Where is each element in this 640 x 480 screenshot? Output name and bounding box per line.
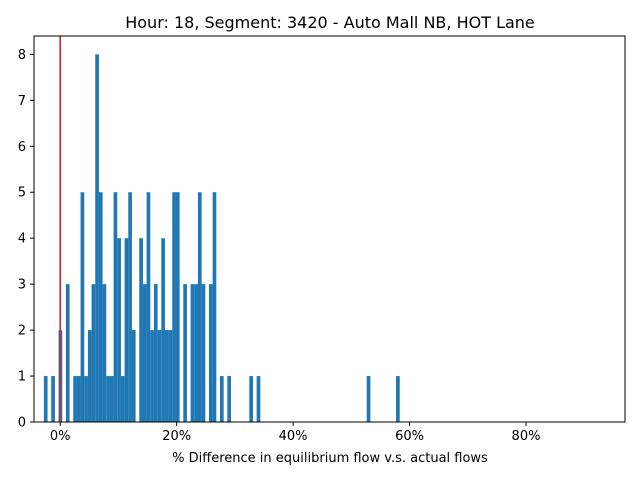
histogram-bar: [190, 284, 195, 422]
histogram-bar: [197, 192, 202, 422]
y-axis-ticks: 0 1 2 3 4 5 6 7 8: [18, 48, 34, 431]
chart-title: Hour: 18, Segment: 3420 - Auto Mall NB, …: [125, 13, 535, 32]
histogram-bar: [212, 192, 217, 422]
plot-frame: [33, 35, 626, 423]
histogram-bar: [150, 330, 154, 422]
histogram-bar: [98, 192, 103, 422]
histogram-bar: [396, 376, 400, 422]
histogram-bar: [113, 192, 118, 422]
histogram-bar: [117, 238, 121, 422]
histogram-bar: [168, 330, 173, 422]
x-tick-label: 60%: [395, 429, 424, 444]
histogram-bar: [80, 192, 85, 422]
x-tick-label: 0%: [50, 429, 71, 444]
x-axis-label: % Difference in equilibrium flow v.s. ac…: [172, 451, 488, 466]
histogram-bar: [131, 330, 136, 422]
histogram-bar: [87, 330, 92, 422]
histogram-bar: [124, 238, 129, 422]
histogram-bar: [91, 284, 96, 422]
histogram-bar: [120, 376, 125, 422]
x-tick-label: 40%: [279, 429, 308, 444]
histogram-bar: [175, 192, 180, 422]
histogram-bar: [208, 284, 213, 422]
histogram-bar: [43, 376, 48, 422]
y-tick-label: 5: [18, 186, 26, 201]
y-tick-label: 6: [18, 140, 26, 155]
histogram-bar: [194, 284, 198, 422]
histogram-bar: [128, 192, 132, 422]
histogram-bar: [161, 238, 165, 422]
histogram-bar: [65, 284, 70, 422]
bars-layer: [43, 54, 400, 422]
y-tick-label: 7: [18, 94, 26, 109]
histogram-bar: [157, 330, 162, 422]
y-tick-label: 0: [18, 416, 26, 431]
histogram-bar: [172, 192, 176, 422]
histogram-bar: [249, 376, 253, 422]
x-axis-ticks: 0% 20% 40% 60% 80%: [50, 422, 541, 444]
histogram-bar: [256, 376, 261, 422]
histogram-bar: [73, 376, 77, 422]
histogram-bar: [227, 376, 231, 422]
histogram-bar: [219, 376, 224, 422]
y-tick-label: 8: [18, 48, 26, 63]
histogram-bar: [146, 192, 151, 422]
histogram-bar: [95, 54, 99, 422]
y-tick-label: 3: [18, 278, 26, 293]
histogram-bar: [139, 238, 143, 422]
histogram-bar: [76, 376, 81, 422]
histogram-bar: [164, 330, 169, 422]
histogram-bar: [153, 284, 158, 422]
histogram-bar: [102, 284, 107, 422]
histogram-bar: [183, 284, 187, 422]
histogram-bar: [84, 376, 88, 422]
histogram-bar: [106, 376, 110, 422]
y-tick-label: 2: [18, 324, 26, 339]
histogram-bar: [51, 376, 55, 422]
y-tick-label: 1: [18, 370, 26, 385]
histogram-bar: [201, 284, 206, 422]
x-tick-label: 20%: [162, 429, 191, 444]
x-tick-label: 80%: [512, 429, 541, 444]
histogram-bar: [366, 376, 371, 422]
histogram-bar: [142, 284, 147, 422]
y-tick-label: 4: [18, 232, 26, 247]
histogram-bar: [109, 376, 114, 422]
